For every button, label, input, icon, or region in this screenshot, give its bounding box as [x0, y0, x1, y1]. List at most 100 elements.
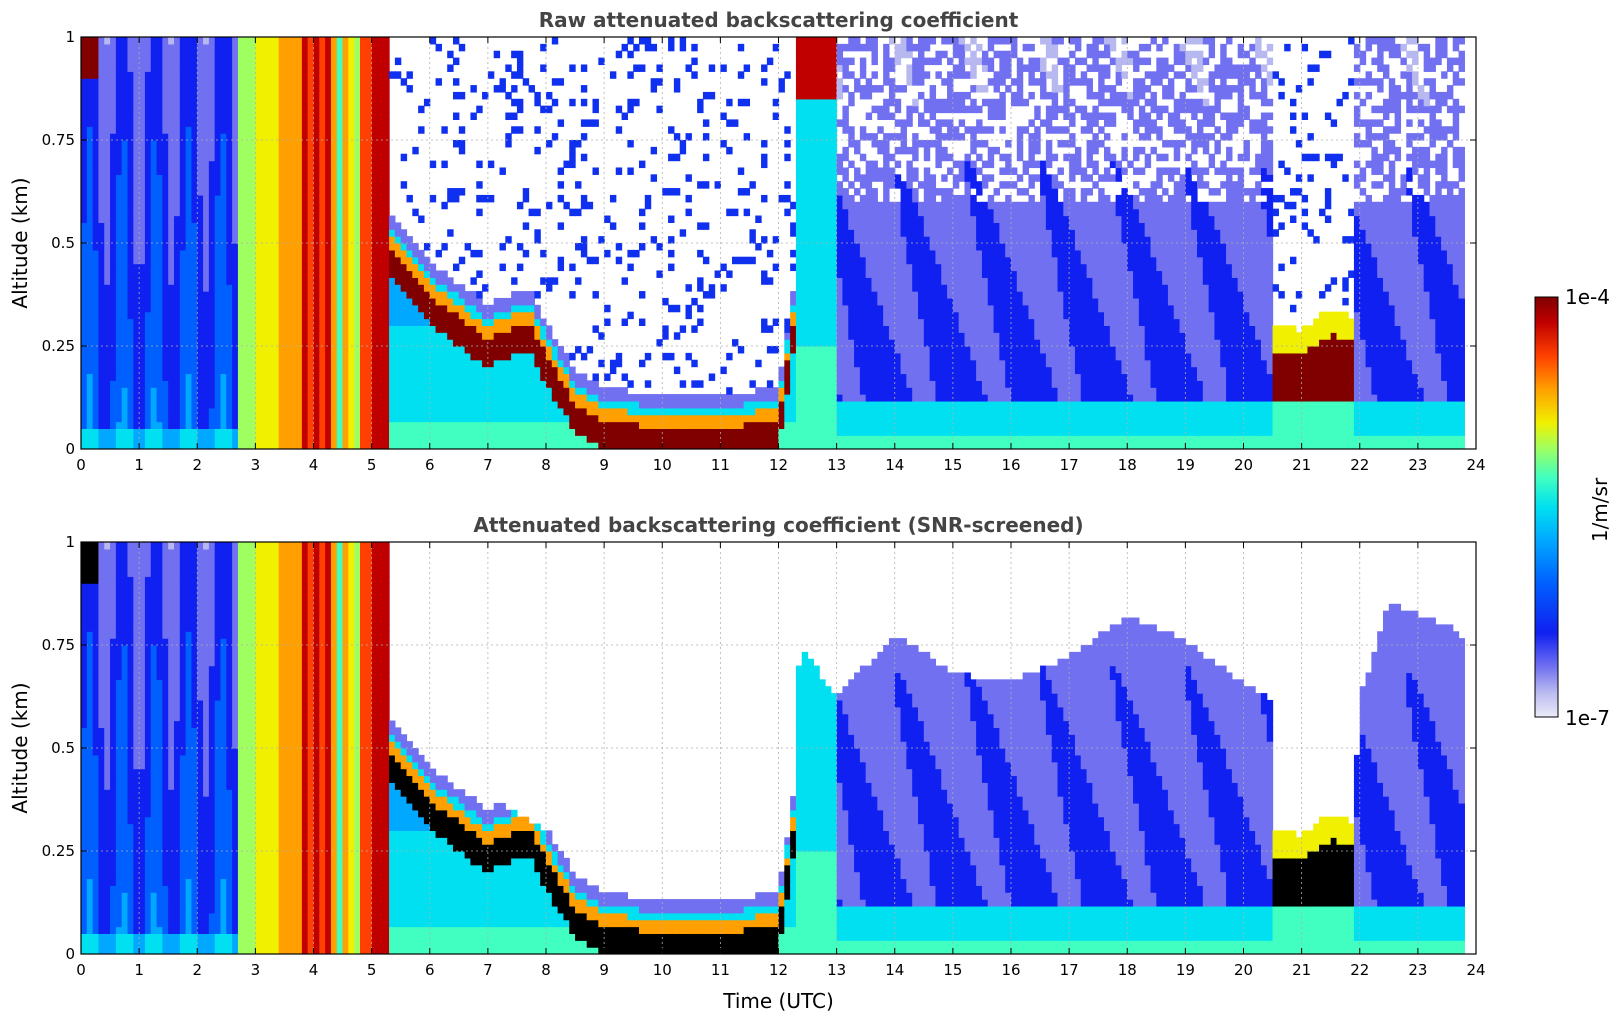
- heatmap-cell: [394, 332, 402, 340]
- heatmap-cell: [330, 421, 338, 429]
- heatmap-cell: [144, 126, 152, 134]
- heatmap-cell: [255, 387, 262, 395]
- heatmap-cell: [174, 133, 181, 141]
- heatmap-cell: [208, 435, 216, 443]
- heatmap-cell: [121, 160, 129, 169]
- heatmap-cell: [389, 277, 396, 285]
- heatmap-cell: [540, 277, 547, 285]
- heatmap-cell: [592, 325, 599, 333]
- heatmap-cell: [418, 304, 425, 313]
- heatmap-cell: [313, 394, 320, 402]
- heatmap-cell: [360, 37, 367, 45]
- heatmap-cell: [191, 256, 198, 265]
- heatmap-cell: [92, 119, 100, 127]
- heatmap-cell: [360, 407, 367, 416]
- heatmap-cell: [453, 291, 460, 299]
- heatmap-cell: [813, 37, 820, 45]
- heatmap-cell: [214, 174, 222, 182]
- heatmap-cell: [81, 146, 88, 155]
- heatmap-cell: [127, 43, 134, 52]
- heatmap-cell: [668, 442, 675, 449]
- heatmap-cell: [249, 119, 256, 127]
- heatmap-cell: [156, 400, 163, 409]
- heatmap-cell: [516, 394, 524, 402]
- heatmap-cell: [220, 167, 227, 175]
- heatmap-cell: [743, 64, 751, 72]
- heatmap-cell: [139, 366, 146, 375]
- heatmap-cell: [383, 325, 390, 333]
- heatmap-cell: [389, 442, 396, 449]
- heatmap-cell: [174, 339, 181, 347]
- heatmap-cell: [203, 243, 210, 251]
- heatmap-cell: [255, 181, 262, 189]
- heatmap-cell: [807, 373, 814, 381]
- heatmap-cell: [389, 428, 396, 436]
- heatmap-cell: [144, 380, 152, 388]
- heatmap-cell: [162, 236, 169, 244]
- heatmap-cell: [400, 304, 408, 313]
- heatmap-cell: [330, 400, 338, 409]
- heatmap-cell: [307, 215, 315, 223]
- heatmap-cell: [795, 277, 803, 285]
- heatmap-cell: [203, 188, 210, 196]
- heatmap-cell: [569, 387, 576, 395]
- heatmap-cell: [307, 57, 315, 66]
- heatmap-cell: [162, 153, 169, 162]
- heatmap-cell: [150, 167, 158, 175]
- heatmap-cell: [261, 332, 268, 340]
- heatmap-cell: [115, 318, 123, 326]
- heatmap-cell: [267, 270, 274, 278]
- heatmap-cell: [458, 428, 466, 436]
- heatmap-cell: [813, 318, 820, 326]
- heatmap-cell: [121, 153, 129, 162]
- heatmap-cell: [168, 442, 175, 449]
- heatmap-cell: [586, 435, 594, 443]
- heatmap-cell: [580, 249, 588, 258]
- heatmap-cell: [813, 366, 820, 375]
- heatmap-cell: [313, 435, 320, 443]
- heatmap-cell: [377, 359, 384, 368]
- heatmap-cell: [365, 64, 373, 72]
- heatmap-cell: [319, 133, 326, 141]
- heatmap-cell: [732, 339, 739, 347]
- heatmap-cell: [81, 249, 88, 258]
- heatmap-cell: [168, 414, 175, 423]
- heatmap-cell: [139, 387, 146, 395]
- heatmap-cell: [406, 297, 413, 306]
- heatmap-cell: [458, 442, 466, 449]
- heatmap-cell: [790, 201, 797, 210]
- heatmap-cell: [516, 325, 524, 333]
- heatmap-cell: [284, 325, 291, 333]
- heatmap-cell: [267, 352, 274, 361]
- heatmap-cell: [685, 64, 692, 72]
- heatmap-cell: [813, 325, 820, 333]
- heatmap-cell: [267, 256, 274, 265]
- heatmap-cell: [226, 277, 233, 285]
- heatmap-cell: [237, 304, 245, 313]
- heatmap-cell: [377, 222, 384, 230]
- heatmap-cell: [185, 215, 193, 223]
- heatmap-cell: [534, 126, 541, 134]
- heatmap-cell: [441, 284, 448, 292]
- heatmap-cell: [284, 291, 291, 299]
- heatmap-cell: [749, 229, 756, 237]
- heatmap-cell: [354, 98, 361, 107]
- heatmap-cell: [412, 270, 419, 278]
- heatmap-cell: [447, 346, 454, 354]
- heatmap-cell: [522, 304, 530, 313]
- heatmap-cell: [290, 133, 297, 141]
- heatmap-cell: [330, 297, 338, 306]
- heatmap-cell: [633, 400, 640, 409]
- heatmap-cell: [115, 359, 123, 368]
- heatmap-cell: [377, 133, 384, 141]
- heatmap-cell: [342, 188, 349, 196]
- heatmap-cell: [191, 428, 198, 436]
- heatmap-cell: [389, 236, 396, 244]
- heatmap-cell: [92, 277, 100, 285]
- heatmap-cell: [121, 435, 129, 443]
- heatmap-cell: [301, 304, 309, 313]
- heatmap-cell: [336, 133, 344, 141]
- heatmap-cell: [551, 98, 559, 107]
- heatmap-cell: [389, 366, 396, 375]
- heatmap-cell: [330, 153, 338, 162]
